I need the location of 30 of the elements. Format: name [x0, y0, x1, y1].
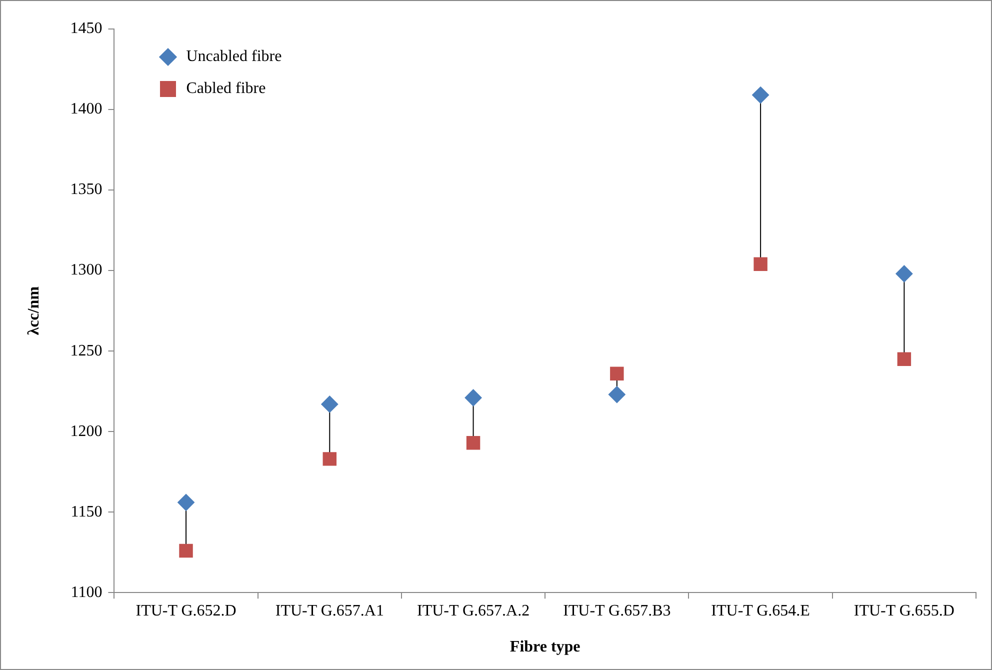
point — [464, 389, 482, 406]
point — [752, 86, 770, 104]
y-axis-title: λcc/nm — [26, 286, 43, 336]
x-tick-label: ITU-T G.654.E — [711, 602, 810, 620]
x-tick-label: ITU-T G.657.A1 — [275, 602, 384, 620]
y-tick-label: 1400 — [70, 100, 102, 118]
y-tick-label: 1200 — [70, 422, 102, 440]
point — [896, 265, 913, 282]
y-tick-label: 1150 — [70, 503, 102, 520]
y-tick-label: 1250 — [70, 342, 102, 360]
point — [608, 386, 626, 404]
legend-label: Cabled fibre — [186, 80, 266, 98]
y-tick-label: 1350 — [70, 181, 102, 198]
y-tick-label: 1100 — [70, 584, 102, 601]
y-tick-label: 1300 — [70, 262, 102, 279]
point — [897, 352, 912, 366]
legend-label: Uncabled fibre — [186, 48, 282, 66]
point — [178, 494, 195, 511]
point — [321, 396, 338, 413]
x-tick-label: ITU-T G.657.A.2 — [416, 602, 530, 620]
y-tick-label: 1450 — [70, 20, 102, 38]
x-tick-label: ITU-T G.655.D — [854, 602, 954, 620]
x-axis-title: Fibre type — [510, 638, 580, 656]
point — [322, 452, 337, 466]
x-tick-label: ITU-T G.652.D — [136, 602, 236, 620]
point — [754, 257, 768, 271]
x-tick-label: ITU-T G.657.B3 — [563, 602, 671, 620]
point — [466, 436, 480, 450]
point — [179, 544, 193, 558]
point — [610, 366, 624, 380]
